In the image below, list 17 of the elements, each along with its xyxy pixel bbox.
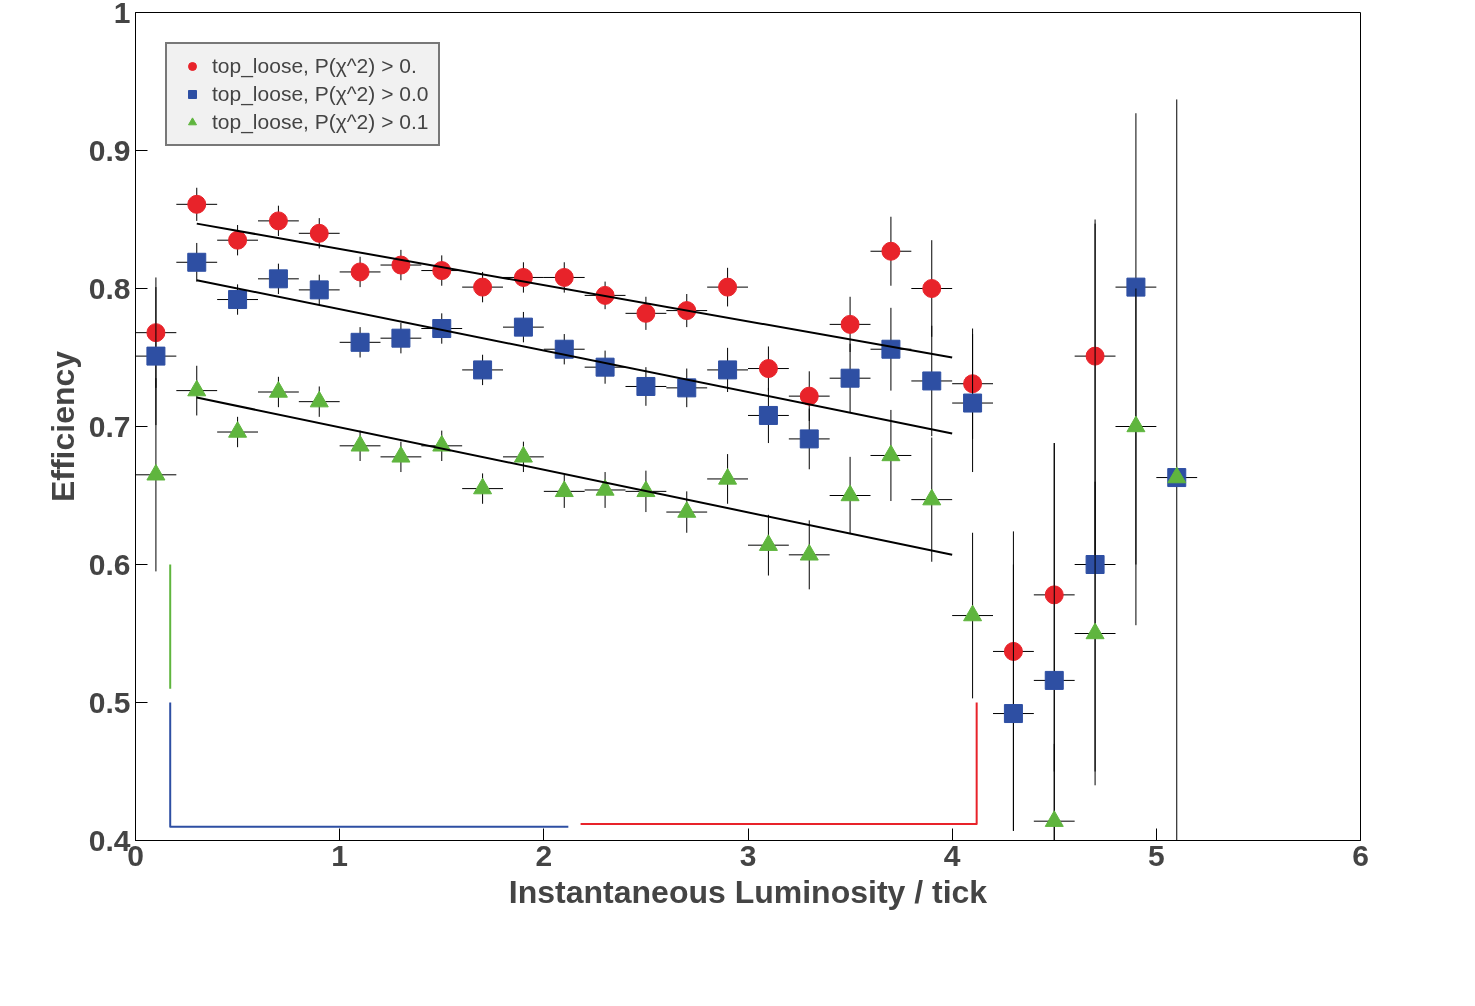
x-tick-label: 4 [943,838,961,872]
legend-label: top_loose, P(χ^2) > 0. [212,54,417,78]
y-tick-label: 0.8 [88,271,131,305]
y-tick-label: 0.5 [88,685,131,719]
x-tick-label: 6 [1352,838,1369,872]
legend-label: top_loose, P(χ^2) > 0.0 [212,82,429,106]
y-tick-label: 0.6 [88,547,131,581]
y-axis-title: Efficiency [44,350,81,503]
x-tick-label: 1 [331,838,349,872]
x-tick-label: 5 [1147,838,1165,872]
x-tick-label: 2 [535,838,553,872]
y-tick-label: 0.9 [88,133,131,167]
y-tick-label: 0.7 [88,409,131,443]
y-tick-label: 1 [113,0,131,29]
legend-label: top_loose, P(χ^2) > 0.1 [212,110,429,134]
x-tick-label: 3 [739,838,757,872]
x-axis-title: Instantaneous Luminosity / tick [508,873,988,910]
